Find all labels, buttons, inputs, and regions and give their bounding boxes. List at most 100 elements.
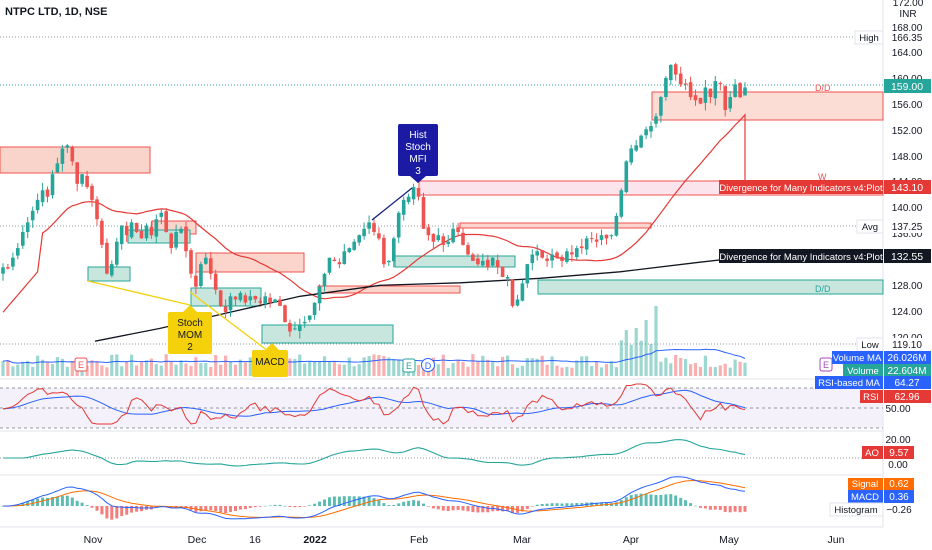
candle-body (327, 257, 332, 273)
candle-body (500, 266, 505, 277)
candle-body (535, 251, 539, 256)
candle-body (16, 248, 20, 256)
candle-body (278, 299, 282, 306)
candle-body (495, 260, 500, 268)
value-box (884, 220, 931, 233)
candle-body (718, 83, 723, 85)
divergence-line-macd (189, 291, 273, 355)
macd-histogram-bar (347, 496, 351, 506)
candle-body (723, 86, 727, 110)
volume-bar (520, 365, 524, 376)
macd-histogram-bar (382, 503, 386, 506)
macd-histogram-bar (694, 505, 697, 507)
candle-body (446, 241, 450, 244)
candle-body (209, 258, 213, 274)
volume-bar (456, 359, 460, 376)
candle-body (436, 235, 441, 241)
value-text: 62.96 (894, 392, 919, 403)
macd-histogram-bar (669, 494, 673, 506)
volume-bar (466, 366, 470, 376)
macd-histogram-bar (422, 503, 425, 506)
callout-pointer (265, 343, 279, 350)
candle-body (149, 227, 154, 236)
hist-stoch-mfi-callout[interactable]: Hist Stoch MFI 3 (398, 124, 438, 183)
volume-bar (347, 357, 351, 376)
macd-histogram-bar (699, 506, 702, 508)
candle-body (481, 260, 485, 266)
stoch-mom-callout[interactable]: Stoch MOM 2 (168, 305, 212, 354)
tag-box (856, 219, 884, 234)
volume-ma-line (2, 348, 746, 364)
tag-box (848, 490, 883, 503)
time-tick: Nov (84, 534, 103, 546)
candle-body (510, 279, 515, 306)
earnings-badge-1[interactable]: E (74, 357, 88, 372)
volume-bar (179, 360, 183, 376)
volume-ma-label: Volume MA 26.026M (832, 351, 931, 364)
volume-bar (728, 367, 732, 376)
value-box (884, 338, 931, 351)
time-tick: Mar (513, 534, 532, 546)
candle-body (451, 228, 455, 243)
candle-body (189, 250, 193, 274)
macd-histogram-bar (595, 502, 599, 506)
macd-histogram-bar (417, 500, 420, 506)
volume-bar (501, 356, 505, 376)
tag-text: Divergence for Many Indicators v4:Plot (719, 252, 883, 263)
candle-body (298, 325, 302, 331)
volume-bar (585, 356, 589, 376)
earnings-badge-3[interactable]: E (819, 357, 833, 372)
candle-body (199, 264, 203, 286)
candle-body (604, 234, 609, 239)
value-box (884, 364, 931, 377)
macd-histogram-bar (426, 506, 430, 507)
candle-body (75, 162, 79, 184)
tag-box (862, 446, 883, 459)
macd-histogram-bar (436, 506, 440, 510)
volume-bar (100, 365, 104, 376)
volume-bar (298, 354, 302, 376)
macd-histogram-bar (520, 506, 524, 512)
volume-bar (357, 364, 361, 376)
macd-histogram-bar (268, 505, 272, 507)
volume-label: Volume 22.604M (843, 364, 931, 377)
volume-bar (545, 364, 549, 376)
macd-histogram-bar (461, 506, 465, 511)
candle-body (347, 248, 352, 253)
macd-histogram-bar (580, 503, 584, 506)
volume-bar (604, 364, 609, 376)
candle-body (664, 77, 668, 97)
volume-bar (674, 355, 678, 376)
tag-box (829, 502, 884, 517)
macd-histogram-bar (506, 506, 510, 512)
tag-box (854, 30, 884, 45)
volume-bar (169, 361, 173, 376)
macd-histogram-bar (713, 506, 717, 510)
candle-body (332, 259, 337, 261)
price-tick: 140.00 (892, 203, 923, 214)
macd-histogram-bar (229, 506, 232, 512)
candle-body (11, 257, 15, 267)
earnings-badge-2[interactable]: E (402, 358, 416, 373)
macd-histogram-bar (372, 498, 376, 506)
volume-bar (530, 358, 534, 376)
candle-body (362, 228, 366, 237)
tag-text: Volume (847, 366, 879, 377)
macd-histogram-bar (328, 497, 331, 506)
rsi-band (0, 388, 883, 428)
volume-bar (476, 361, 480, 376)
macd-histogram-bar (60, 495, 64, 506)
volume-bar (614, 367, 618, 376)
volume-bar (288, 358, 292, 376)
macd-callout[interactable]: MACD (252, 343, 288, 377)
time-axis[interactable]: Nov Dec 16 2022 Feb Mar Apr May Jun (84, 534, 845, 546)
volume-bar (446, 367, 450, 376)
volume-bar (248, 357, 252, 376)
macd-histogram-bar (234, 506, 237, 511)
dividend-badge[interactable]: D (421, 358, 435, 372)
volume-bar (550, 356, 554, 376)
candle-body (169, 233, 173, 249)
volume-bar (575, 360, 579, 376)
macd-histogram-bar (135, 506, 139, 512)
